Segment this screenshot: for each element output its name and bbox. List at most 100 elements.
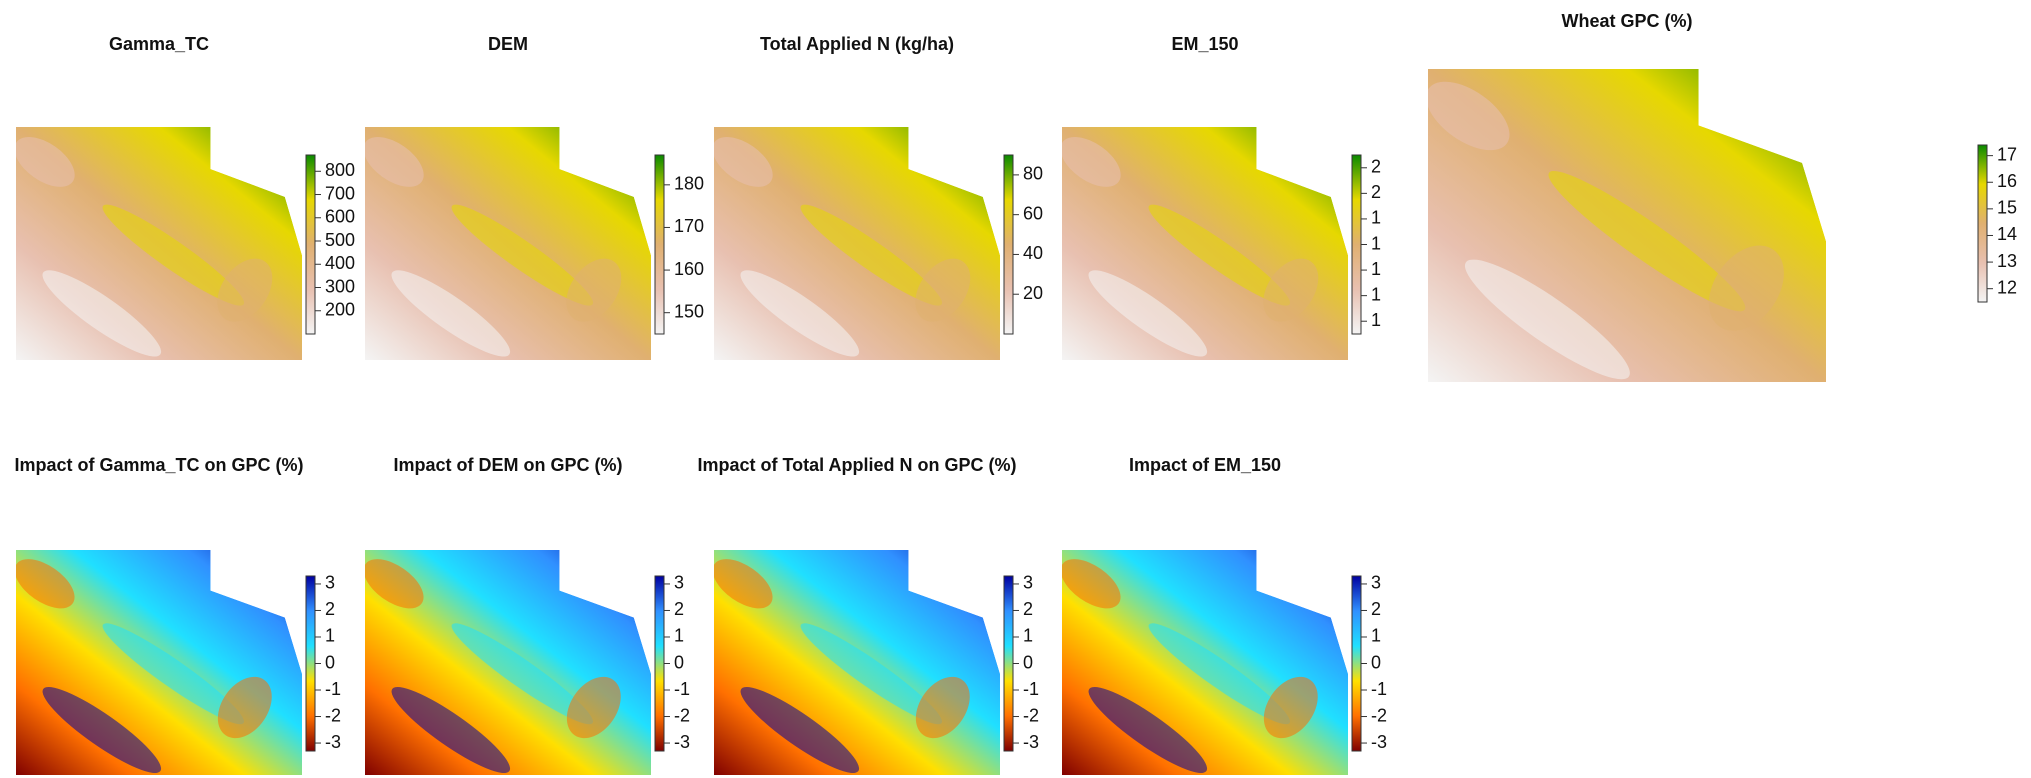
map-patch <box>391 687 511 773</box>
colorbar-tick-label: 1 <box>1371 208 1381 228</box>
colorbar-tick-label: 800 <box>325 160 355 180</box>
panel-title: Total Applied N (kg/ha) <box>760 34 954 54</box>
colorbar-tick-label: 1 <box>1371 259 1381 279</box>
map-patch <box>1088 270 1208 357</box>
colorbar <box>305 154 316 335</box>
colorbar-tick-label: 180 <box>674 174 704 194</box>
map-patch <box>1148 623 1291 725</box>
map-patch <box>217 676 272 739</box>
colorbar <box>1003 154 1014 335</box>
map <box>714 550 1000 775</box>
colorbar-tick-label: -1 <box>1023 679 1039 699</box>
colorbar-tick-label: 1 <box>1371 284 1381 304</box>
colorbar-tick-label: 0 <box>325 652 335 672</box>
colorbar <box>1003 575 1014 752</box>
colorbar <box>1351 575 1362 752</box>
colorbar-tick-label: -3 <box>1023 732 1039 752</box>
colorbar-tick-label: 300 <box>325 276 355 296</box>
colorbar-tick-label: 2 <box>1371 599 1381 619</box>
map <box>714 127 1000 360</box>
map-patch <box>800 204 943 306</box>
colorbar-tick-label: 500 <box>325 230 355 250</box>
map-patch <box>915 258 971 322</box>
map-patch <box>16 137 75 187</box>
panel-title: Impact of Gamma_TC on GPC (%) <box>14 455 303 475</box>
colorbar-tick-label: 600 <box>325 207 355 227</box>
panel-title: EM_150 <box>1171 34 1238 54</box>
colorbar <box>654 154 665 335</box>
colorbar-tick-label: 2 <box>1023 599 1033 619</box>
map <box>1062 550 1348 775</box>
colorbar-tick-label: 2 <box>1371 157 1381 177</box>
colorbar-tick-label: -2 <box>325 705 341 725</box>
colorbar-tick-label: 400 <box>325 253 355 273</box>
panel-title: DEM <box>488 34 528 54</box>
map-patch <box>451 623 594 725</box>
colorbar-tick-label: 17 <box>1997 144 2017 164</box>
map-patch <box>365 137 424 187</box>
map-patch <box>1088 687 1208 773</box>
colorbar-tick-label: 1 <box>1371 626 1381 646</box>
colorbar-tick-label: -3 <box>325 732 341 752</box>
colorbar-tick-label: 0 <box>1023 652 1033 672</box>
colorbar-tick-label: 0 <box>674 652 684 672</box>
map <box>1062 127 1348 360</box>
colorbar <box>654 575 665 752</box>
colorbar-tick-label: 0 <box>1371 652 1381 672</box>
map <box>16 550 302 775</box>
map-patch <box>566 258 622 322</box>
colorbar-tick-label: 3 <box>325 573 335 593</box>
map-patch <box>42 687 162 773</box>
map-patch <box>1464 259 1630 380</box>
map-patch <box>1708 245 1784 331</box>
colorbar-tick-label: 13 <box>1997 251 2017 271</box>
map-patch <box>714 137 773 187</box>
map-patch <box>217 258 273 322</box>
panel-title: Gamma_TC <box>109 34 209 54</box>
colorbar-tick-label: -2 <box>1023 705 1039 725</box>
colorbar-tick-label: -3 <box>1371 732 1387 752</box>
map-patch <box>1062 559 1121 609</box>
colorbar-tick-label: -2 <box>1371 705 1387 725</box>
map-patch <box>1548 170 1746 312</box>
colorbar-tick-label: 16 <box>1997 171 2017 191</box>
colorbar-tick-label: 80 <box>1023 164 1043 184</box>
colorbar-tick-label: 15 <box>1997 198 2017 218</box>
map-patch <box>1263 258 1319 322</box>
panel-title: Impact of Total Applied N on GPC (%) <box>698 455 1017 475</box>
map-patch <box>102 204 245 306</box>
map-patch <box>391 270 511 357</box>
map-patch <box>1428 81 1510 151</box>
colorbar-tick-label: -1 <box>674 679 690 699</box>
map-patch <box>740 687 860 773</box>
colorbar-tick-label: 2 <box>1371 182 1381 202</box>
colorbar-tick-label: -2 <box>674 705 690 725</box>
colorbar-tick-label: 40 <box>1023 243 1043 263</box>
map <box>16 127 302 360</box>
panel-title: Wheat GPC (%) <box>1561 11 1692 31</box>
panel-title: Impact of EM_150 <box>1129 455 1281 475</box>
map-patch <box>740 270 860 357</box>
colorbar-tick-label: 2 <box>325 599 335 619</box>
colorbar-tick-label: 2 <box>674 599 684 619</box>
colorbar-tick-label: 150 <box>674 301 704 321</box>
panel-title: Impact of DEM on GPC (%) <box>394 455 623 475</box>
colorbar <box>1977 144 1988 303</box>
colorbar-tick-label: 1 <box>674 626 684 646</box>
colorbar-tick-label: 14 <box>1997 224 2017 244</box>
map <box>365 550 651 775</box>
colorbar-tick-label: 1 <box>325 626 335 646</box>
map-patch <box>800 623 943 725</box>
colorbar-tick-label: 3 <box>1023 573 1033 593</box>
map-patch <box>365 559 424 609</box>
map-patch <box>714 559 773 609</box>
colorbar-tick-label: 1 <box>1371 310 1381 330</box>
map-patch <box>1062 137 1121 187</box>
map-patch <box>1263 676 1318 739</box>
colorbar-tick-label: 200 <box>325 300 355 320</box>
colorbar-tick-label: -3 <box>674 732 690 752</box>
colorbar <box>305 575 316 752</box>
colorbar-tick-label: 170 <box>674 216 704 236</box>
colorbar-tick-label: 3 <box>674 573 684 593</box>
map-patch <box>915 676 970 739</box>
